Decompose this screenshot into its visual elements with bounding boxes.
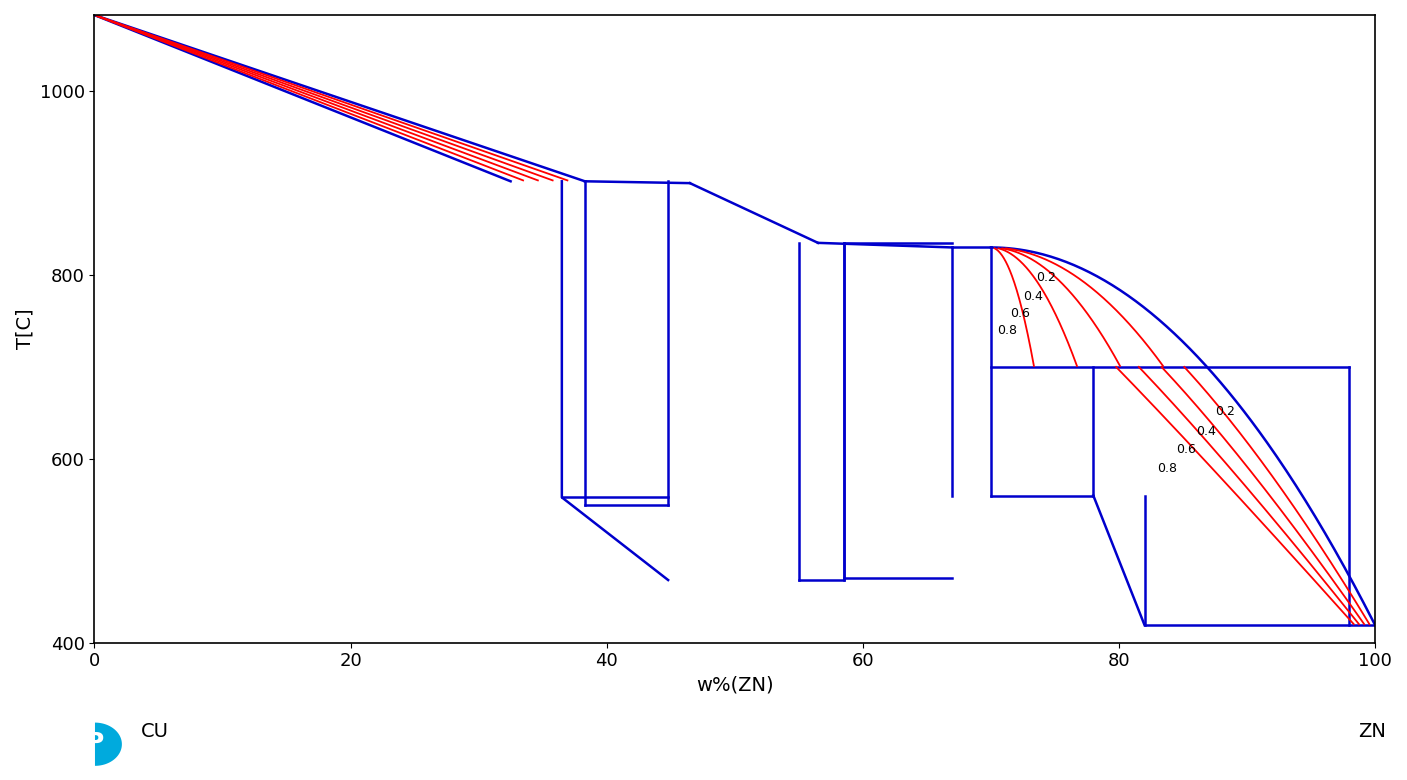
Text: 0.2: 0.2 xyxy=(1216,405,1235,417)
X-axis label: w%(ZN): w%(ZN) xyxy=(696,675,774,695)
Text: P: P xyxy=(86,731,104,755)
Text: 0.8: 0.8 xyxy=(998,324,1017,337)
Polygon shape xyxy=(94,722,122,775)
Text: 0.4: 0.4 xyxy=(1023,290,1043,303)
Text: 0.6: 0.6 xyxy=(1010,307,1030,321)
Text: 0.4: 0.4 xyxy=(1196,425,1216,438)
Y-axis label: T[C]: T[C] xyxy=(15,308,34,349)
Text: ZN: ZN xyxy=(1358,722,1386,741)
Text: 0.2: 0.2 xyxy=(1036,271,1055,285)
Text: CU: CU xyxy=(141,722,169,741)
Text: 0.6: 0.6 xyxy=(1176,443,1196,456)
Text: 0.8: 0.8 xyxy=(1158,462,1178,475)
